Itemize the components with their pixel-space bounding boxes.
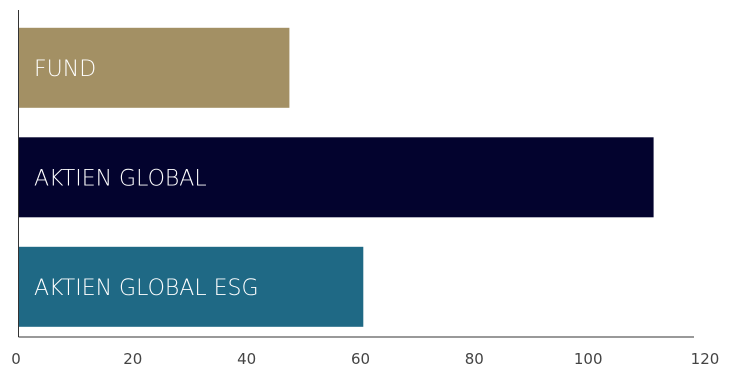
x-tick-labels: 0 20 40 60 80 100 120	[11, 350, 719, 368]
x-tick-label: 0	[11, 350, 21, 368]
bar-aktien-global-esg	[19, 246, 364, 327]
x-tick-label: 80	[465, 350, 484, 368]
x-tick-label: 100	[574, 350, 603, 368]
bars-group: FUND AKTIEN GLOBAL AKTIEN GLOBAL ESG	[19, 27, 654, 327]
x-tick-label: 20	[123, 350, 142, 368]
bar-label: FUND	[34, 57, 96, 82]
bar-label: AKTIEN GLOBAL	[34, 166, 207, 191]
bar-aktien-global	[19, 137, 654, 218]
bar-fund	[19, 27, 290, 108]
bar-label: AKTIEN GLOBAL ESG	[34, 276, 259, 301]
x-tick-label: 60	[351, 350, 370, 368]
x-tick-label: 40	[237, 350, 256, 368]
x-tick-label: 120	[691, 350, 720, 368]
